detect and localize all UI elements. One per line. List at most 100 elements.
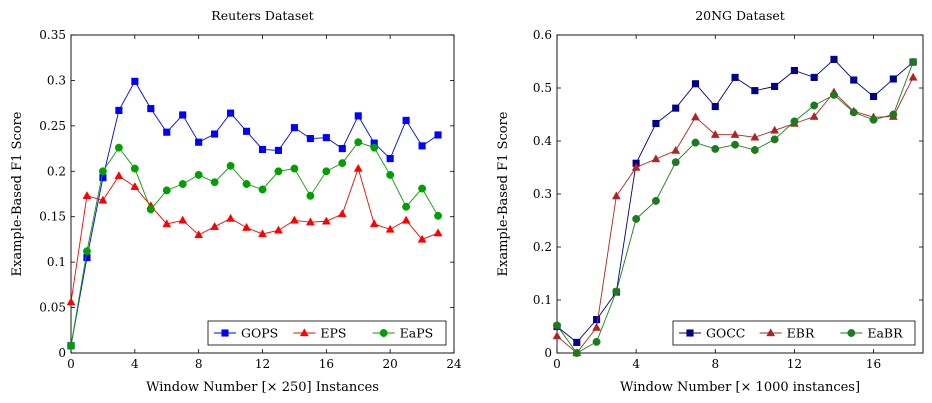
data-point-gops bbox=[83, 254, 91, 262]
data-point-eps bbox=[162, 219, 172, 228]
data-point-ebr bbox=[671, 145, 681, 154]
y-tick-label: 0.2 bbox=[533, 240, 552, 254]
data-point-eabr bbox=[731, 140, 740, 149]
data-point-eaps bbox=[83, 247, 91, 256]
x-axis-label: Window Number [× 250] Instances bbox=[146, 380, 379, 395]
data-point-eabr bbox=[770, 135, 779, 144]
data-point-gops bbox=[434, 131, 442, 139]
data-point-eaps bbox=[386, 170, 395, 179]
data-point-ebr bbox=[730, 129, 740, 138]
data-point-gocc bbox=[830, 55, 838, 63]
data-point-eaps bbox=[354, 138, 363, 147]
series-line-gocc bbox=[556, 58, 914, 344]
data-point-eabr bbox=[889, 110, 898, 119]
data-point-eaps bbox=[162, 186, 171, 195]
y-tick-label: 0 bbox=[544, 346, 552, 360]
y-tick-label: 0.3 bbox=[533, 187, 552, 201]
data-point-gocc bbox=[652, 119, 660, 128]
data-point-eps bbox=[385, 224, 395, 233]
data-point-eps bbox=[417, 234, 427, 243]
data-point-gops bbox=[290, 124, 298, 132]
data-point-eaps bbox=[226, 161, 235, 170]
legend-marker-gocc bbox=[686, 329, 694, 337]
data-point-ebr bbox=[592, 322, 601, 331]
data-point-eps bbox=[321, 216, 331, 225]
data-point-eps bbox=[274, 225, 283, 234]
x-axis-label: Window Number [× 1000 instances] bbox=[620, 380, 860, 395]
data-point-ebr bbox=[552, 331, 562, 340]
data-point-gocc bbox=[889, 75, 897, 83]
legend-marker-gops bbox=[221, 329, 229, 337]
x-tick-label: 24 bbox=[446, 357, 462, 371]
x-tick-label: 8 bbox=[195, 357, 203, 371]
data-point-gocc bbox=[593, 316, 601, 324]
series-line-eabr bbox=[556, 61, 914, 354]
data-point-eps bbox=[353, 163, 363, 172]
data-point-eabr bbox=[869, 115, 878, 124]
data-point-gops bbox=[147, 105, 155, 113]
data-point-eps bbox=[82, 191, 92, 200]
data-point-eaps bbox=[242, 180, 251, 188]
y-tick-label: 0.6 bbox=[533, 28, 552, 42]
data-point-eabr bbox=[849, 108, 858, 117]
data-point-eps bbox=[337, 209, 347, 218]
data-point-ebr bbox=[651, 154, 661, 163]
plot-area-frame bbox=[556, 34, 924, 354]
legend-label-eaps: EaPS bbox=[400, 326, 434, 341]
data-point-gops bbox=[322, 134, 330, 142]
data-point-ebr bbox=[691, 112, 700, 121]
data-point-eps bbox=[242, 222, 251, 231]
y-tick-label: 0.3 bbox=[47, 73, 66, 87]
data-point-gops bbox=[274, 146, 283, 154]
y-axis-label: Example-Based F1 Score bbox=[10, 111, 25, 276]
data-point-eps bbox=[66, 297, 76, 306]
data-point-eaps bbox=[370, 143, 379, 152]
data-point-eps bbox=[401, 215, 411, 224]
data-point-eaps bbox=[98, 167, 107, 176]
data-point-gocc bbox=[731, 73, 739, 81]
series-line-ebr bbox=[556, 77, 914, 354]
x-tick-label: 16 bbox=[866, 357, 881, 371]
y-tick-label: 0.1 bbox=[47, 255, 66, 269]
data-point-ebr bbox=[631, 162, 641, 171]
data-point-gops bbox=[99, 174, 107, 182]
data-point-eabr bbox=[810, 101, 819, 110]
data-point-eps bbox=[305, 217, 315, 226]
data-point-eps bbox=[290, 215, 299, 224]
data-point-eabr bbox=[651, 196, 660, 205]
20ng-chart-panel: 20NG Dataset 0 4 8 12 16 0 0.1 0.2 0.3 0.4 0.5 0.6 Wi… bbox=[496, 8, 924, 395]
data-point-gops bbox=[211, 130, 219, 138]
data-point-eps bbox=[226, 213, 235, 222]
data-point-eps bbox=[98, 195, 108, 204]
data-point-gocc bbox=[672, 104, 680, 112]
data-point-gops bbox=[354, 112, 362, 120]
data-point-ebr bbox=[750, 132, 760, 141]
data-point-eps bbox=[130, 182, 140, 190]
data-point-eabr bbox=[592, 337, 601, 346]
x-tick-label: 4 bbox=[632, 357, 640, 371]
data-point-eaps bbox=[322, 167, 331, 176]
data-point-gocc bbox=[869, 92, 878, 101]
y-axis-label: Example-Based F1 Score bbox=[496, 111, 511, 276]
legend-label-ebr: EBR bbox=[787, 326, 815, 341]
data-point-gops bbox=[131, 77, 139, 85]
reuters-chart-panel: Reuters Dataset 0 4 8 12 16 20 24 0 0.05 0.1 0.15 0.… bbox=[10, 8, 462, 395]
data-point-gops bbox=[402, 116, 410, 124]
data-point-eabr bbox=[553, 321, 561, 330]
data-point-eaps bbox=[194, 170, 203, 179]
data-point-eabr bbox=[671, 158, 680, 167]
data-point-gocc bbox=[771, 82, 779, 90]
data-point-gocc bbox=[691, 80, 700, 88]
x-tick-label: 12 bbox=[255, 357, 270, 371]
legend-label-gocc: GOCC bbox=[706, 326, 745, 341]
x-tick-label: 16 bbox=[319, 357, 334, 371]
data-point-gops bbox=[258, 145, 267, 154]
data-point-eaps bbox=[418, 184, 427, 193]
x-tick-label: 12 bbox=[787, 357, 802, 371]
legend-box bbox=[207, 320, 447, 346]
data-point-gops bbox=[306, 135, 314, 143]
chart-title: 20NG Dataset bbox=[695, 8, 785, 23]
data-point-eaps bbox=[258, 185, 267, 194]
data-point-gops bbox=[163, 128, 171, 136]
